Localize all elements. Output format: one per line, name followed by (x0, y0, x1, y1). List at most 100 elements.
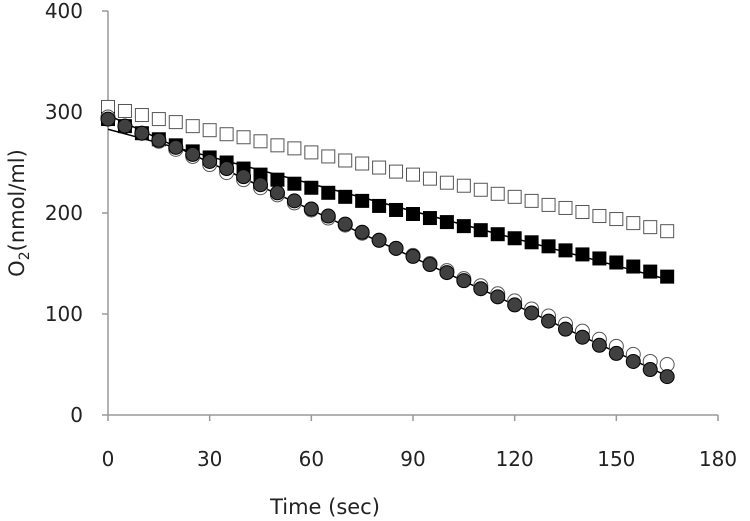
data-point (456, 178, 471, 193)
series-1 (101, 99, 675, 239)
data-point (456, 219, 471, 234)
data-point (202, 123, 217, 138)
x-tick-label: 120 (496, 447, 534, 471)
data-point (117, 118, 133, 134)
data-point (168, 115, 183, 130)
data-point (625, 353, 641, 369)
x-tick-label: 30 (197, 447, 222, 471)
data-point (473, 223, 488, 238)
data-point (609, 255, 624, 270)
data-point (320, 208, 336, 224)
data-point (558, 200, 573, 215)
data-point (304, 180, 319, 195)
series-2 (101, 112, 675, 284)
data-point (185, 119, 200, 134)
data-point (406, 207, 420, 222)
data-point (541, 197, 556, 212)
data-point (406, 167, 420, 182)
data-point (236, 130, 251, 145)
data-point (253, 177, 268, 193)
x-tick-label: 60 (299, 447, 324, 471)
data-point (592, 209, 607, 224)
data-point (286, 193, 302, 209)
y-tick-label: 400 (45, 0, 83, 23)
data-point (609, 212, 624, 227)
data-point (643, 264, 658, 279)
data-point (321, 185, 336, 200)
y-axis-title: O2(nmol/ml) (5, 149, 33, 277)
data-point (439, 215, 454, 230)
x-tick-label: 90 (400, 447, 425, 471)
data-point (507, 231, 522, 246)
data-point (575, 204, 590, 219)
y-axis-title-unit: (nmol/ml) (5, 149, 29, 251)
data-point (659, 369, 675, 385)
data-point (405, 248, 421, 264)
data-point (236, 169, 252, 185)
data-point (592, 251, 607, 266)
data-point (202, 153, 218, 169)
data-point (151, 112, 166, 127)
data-point (287, 141, 302, 156)
y-axis-title-main: O (5, 260, 29, 277)
data-point (355, 193, 370, 208)
data-point (303, 201, 319, 217)
data-point (591, 337, 607, 353)
data-point (253, 134, 268, 149)
data-point (439, 265, 455, 281)
data-point (337, 216, 353, 232)
data-point (524, 193, 539, 208)
data-point (626, 216, 641, 231)
tick-labels: 0 100 200 300 400 0 30 60 90 120 150 180 (45, 0, 737, 471)
data-point (371, 232, 387, 248)
data-point (117, 103, 132, 118)
data-point (558, 321, 573, 337)
data-point (456, 273, 472, 289)
data-point (574, 329, 590, 345)
data-point (642, 362, 658, 378)
data-point (270, 138, 285, 153)
y-tick-label: 100 (45, 302, 83, 326)
data-point (338, 189, 353, 204)
data-point (524, 305, 540, 321)
data-point (473, 182, 488, 197)
data-point (270, 172, 285, 187)
data-point (490, 289, 506, 305)
data-point (372, 198, 387, 213)
data-point (287, 176, 302, 191)
data-point (558, 243, 573, 258)
data-point (439, 175, 454, 190)
data-point (490, 227, 505, 242)
data-point (134, 125, 150, 141)
data-points (100, 99, 675, 385)
x-tick-label: 150 (597, 447, 635, 471)
data-point (321, 149, 336, 164)
data-point (372, 160, 387, 175)
data-point (422, 211, 437, 226)
series-4 (100, 111, 675, 385)
data-point (355, 156, 370, 171)
y-tick-label: 300 (45, 100, 83, 124)
data-point (643, 220, 658, 235)
data-point (269, 185, 285, 201)
y-tick-label: 200 (45, 201, 83, 225)
data-point (100, 111, 116, 127)
data-point (338, 153, 353, 168)
data-point (185, 146, 201, 162)
data-point (660, 224, 675, 239)
y-axis-title-subscript: 2 (17, 251, 33, 260)
data-point (168, 139, 184, 155)
data-point (626, 259, 641, 274)
data-point (422, 171, 437, 186)
data-point (507, 297, 523, 313)
x-axis-title: Time (sec) (269, 495, 380, 519)
data-point (151, 132, 167, 148)
data-point (541, 313, 557, 329)
trendline (107, 128, 668, 281)
trendlines (107, 114, 668, 377)
data-point (304, 145, 319, 160)
data-point (388, 240, 404, 256)
data-point (490, 186, 505, 201)
data-point (608, 345, 624, 361)
y-tick-label: 0 (70, 403, 83, 427)
